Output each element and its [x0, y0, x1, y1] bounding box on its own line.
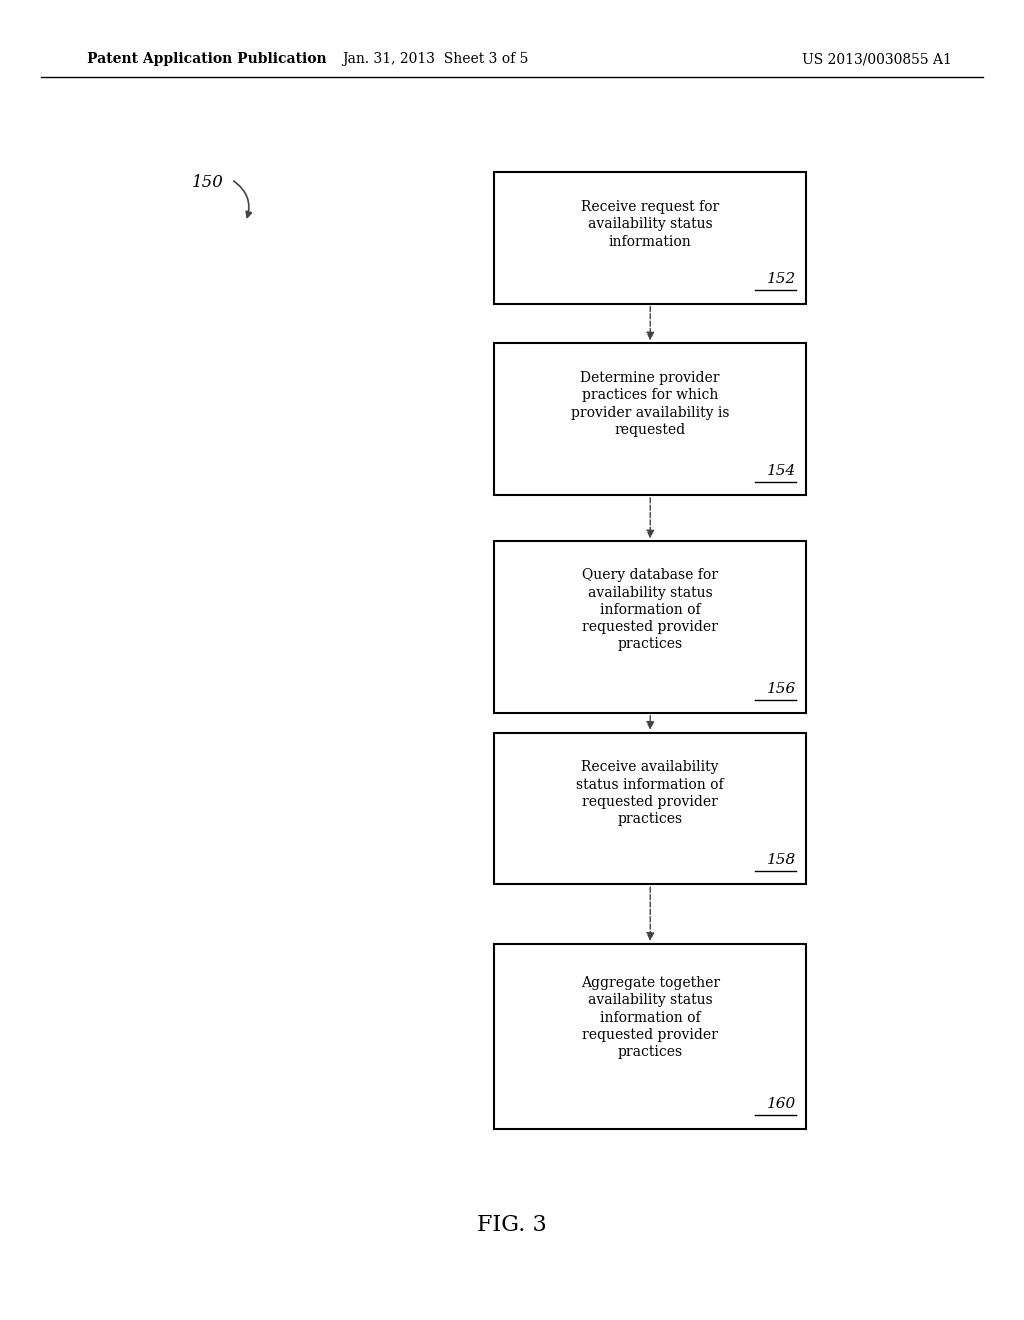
Text: 160: 160	[767, 1097, 797, 1111]
Bar	[495, 172, 807, 304]
Bar	[495, 541, 807, 713]
Text: 152: 152	[767, 272, 797, 286]
Text: Patent Application Publication: Patent Application Publication	[87, 53, 327, 66]
Text: US 2013/0030855 A1: US 2013/0030855 A1	[803, 53, 952, 66]
Bar	[495, 343, 807, 495]
Text: 150: 150	[191, 174, 223, 190]
Text: Query database for
availability status
information of
requested provider
practic: Query database for availability status i…	[583, 568, 718, 652]
Text: Aggregate together
availability status
information of
requested provider
practic: Aggregate together availability status i…	[581, 975, 720, 1060]
Text: 156: 156	[767, 681, 797, 696]
Text: 154: 154	[767, 463, 797, 478]
Text: Determine provider
practices for which
provider availability is
requested: Determine provider practices for which p…	[571, 371, 729, 437]
Text: 158: 158	[767, 853, 797, 867]
Text: Receive request for
availability status
information: Receive request for availability status …	[581, 201, 720, 248]
Bar	[495, 944, 807, 1129]
Bar	[495, 733, 807, 884]
Text: FIG. 3: FIG. 3	[477, 1214, 547, 1236]
Text: Jan. 31, 2013  Sheet 3 of 5: Jan. 31, 2013 Sheet 3 of 5	[342, 53, 528, 66]
Text: Receive availability
status information of
requested provider
practices: Receive availability status information …	[577, 760, 724, 826]
